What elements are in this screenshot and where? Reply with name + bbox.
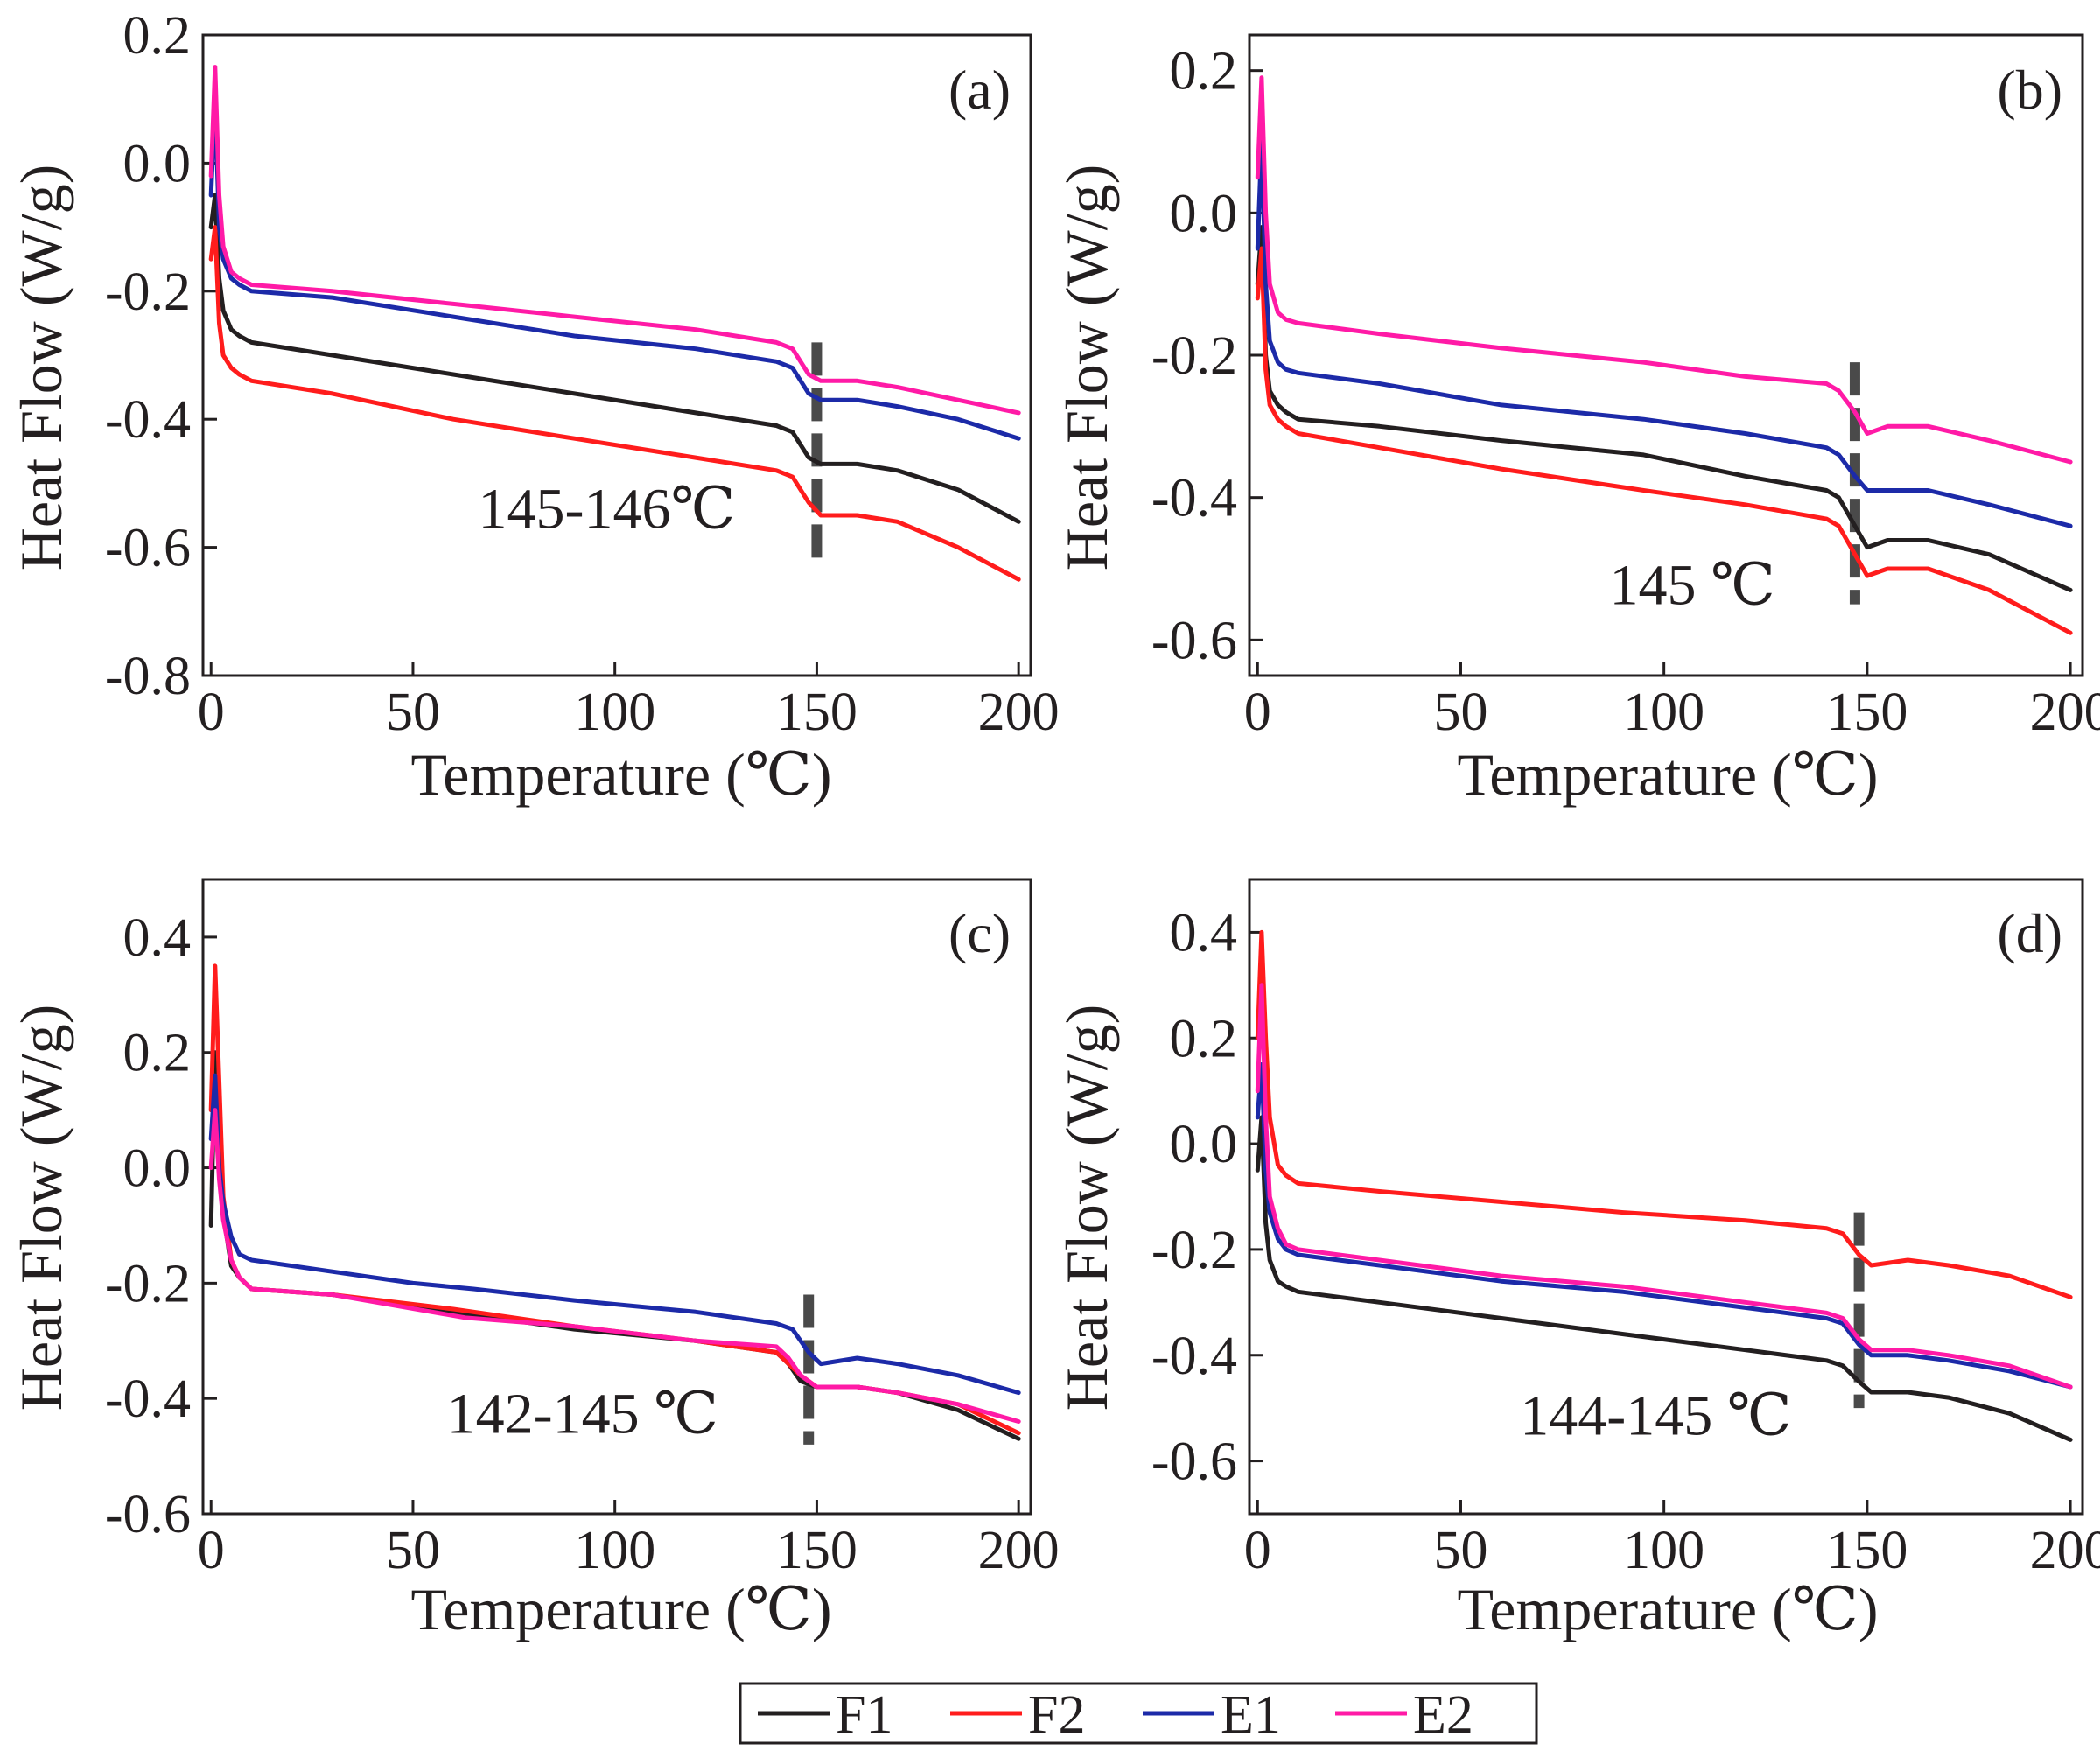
panel-b-xtick-label: 0 (1244, 682, 1271, 742)
panel-d: (d) Temperature (℃) Heat Flow (W/g) 0 50 1… (1054, 878, 2100, 1642)
panel-b-xtick-label: 150 (1826, 682, 1908, 742)
panel-a-series-e1 (208, 96, 1021, 441)
panel-d-ytick-label: 0.0 (1170, 1115, 1238, 1174)
panel-d-xtick-label: 100 (1623, 1521, 1704, 1580)
panel-b-xtick-label: 100 (1623, 682, 1704, 742)
panel-c-ytick-label: 0.2 (123, 1024, 192, 1083)
panel-d-ytick-label: -0.4 (1152, 1326, 1237, 1386)
panel-b-series-f2 (1255, 246, 2073, 635)
panel-b-ytick-label: -0.4 (1152, 469, 1237, 528)
panel-a-ytick-label: -0.6 (105, 519, 191, 578)
legend-label-f2: F2 (1028, 1685, 1085, 1745)
panel-d-ytick-label: -0.2 (1152, 1221, 1237, 1280)
panel-a-label: (a) (948, 59, 1011, 121)
panel-a-xtick-label: 0 (198, 682, 225, 742)
panel-a-ytick-label: 0.0 (123, 134, 192, 193)
panel-d-xtick-label: 0 (1244, 1521, 1271, 1580)
panel-d-label: (d) (1997, 902, 2062, 964)
panel-d-ylabel: Heat Flow (W/g) (1054, 1004, 1120, 1411)
panel-c-ytick-label: 0.0 (123, 1139, 192, 1199)
panel-a-annotation: 145-146℃ (479, 478, 736, 542)
panel-b-xtick-label: 200 (2030, 682, 2100, 742)
panel-c-xlabel: Temperature (℃) (411, 1576, 832, 1642)
legend-label-f1: F1 (836, 1685, 892, 1745)
panel-b-annotation: 145 ℃ (1610, 554, 1775, 618)
panel-c-xtick-label: 50 (386, 1521, 440, 1580)
panel-b: (b) Temperature (℃) Heat Flow (W/g) 0 50 1… (1054, 33, 2100, 808)
panel-a-ytick-label: 0.2 (123, 6, 192, 66)
panel-c-xtick-label: 150 (776, 1521, 858, 1580)
panel-a-xtick-label: 100 (574, 682, 655, 742)
panel-a-series-e2 (208, 65, 1021, 416)
panel-d-series-f2 (1255, 929, 2073, 1299)
panel-b-label: (b) (1997, 59, 2062, 121)
panel-d-series-f1 (1255, 1115, 2073, 1442)
panel-a-xtick-label: 200 (978, 682, 1060, 742)
panel-d-xlabel: Temperature (℃) (1458, 1576, 1879, 1642)
legend-label-e2: E2 (1413, 1685, 1474, 1745)
panel-a-xtick-label: 50 (386, 682, 440, 742)
panel-c: (c) Temperature (℃) Heat Flow (W/g) 0 50 1… (8, 878, 1060, 1642)
panel-b-ytick-label: -0.2 (1152, 326, 1237, 386)
panel-d-xtick-label: 150 (1826, 1521, 1908, 1580)
panel-b-ytick-label: 0.2 (1170, 42, 1238, 102)
panel-b-ytick-label: -0.6 (1152, 611, 1237, 670)
panel-b-xlabel: Temperature (℃) (1458, 741, 1879, 808)
panel-d-ytick-label: 0.2 (1170, 1009, 1238, 1068)
panel-d-ytick-label: -0.6 (1152, 1432, 1237, 1492)
legend: F1 F2 E1 E2 (738, 1682, 1538, 1745)
panel-a-ytick-label: -0.2 (105, 262, 191, 322)
panel-c-plot-frame (201, 878, 1032, 1516)
panel-c-ytick-label: 0.4 (123, 908, 192, 968)
panel-a-ytick-label: -0.8 (105, 647, 191, 706)
panel-a-plot-frame (201, 33, 1032, 677)
panel-a-series-f2 (208, 225, 1021, 582)
panel-c-ylabel: Heat Flow (W/g) (8, 1004, 74, 1411)
panel-d-series-e2 (1255, 983, 2073, 1390)
panel-b-series-e1 (1255, 139, 2073, 528)
panel-c-series-e2 (208, 1108, 1021, 1424)
panel-b-series-e2 (1255, 75, 2073, 465)
panel-d-annotation: 144-145 ℃ (1520, 1383, 1791, 1447)
panel-c-series-e1 (208, 1073, 1021, 1396)
panel-c-series-f1 (208, 1050, 1021, 1441)
panel-a: (a) Temperature (℃) Heat Flow (W/g) 0 50 1… (8, 6, 1060, 808)
legend-label-e1: E1 (1221, 1685, 1281, 1745)
panel-d-series-e1 (1255, 1062, 2073, 1390)
panel-c-annotation: 142-145 ℃ (447, 1382, 718, 1446)
panel-d-plot-frame (1248, 878, 2084, 1516)
panel-d-xtick-label: 50 (1433, 1521, 1488, 1580)
panel-b-xtick-label: 50 (1433, 682, 1488, 742)
panel-c-xtick-label: 100 (574, 1521, 655, 1580)
panel-a-xlabel: Temperature (℃) (411, 741, 832, 808)
panel-a-xtick-label: 150 (776, 682, 858, 742)
panel-d-ytick-label: 0.4 (1170, 903, 1238, 962)
panel-c-ytick-label: -0.2 (105, 1254, 191, 1313)
panel-c-ytick-label: -0.6 (105, 1485, 191, 1544)
panel-b-series-f1 (1255, 225, 2073, 592)
panel-a-series-f1 (208, 192, 1021, 524)
panel-c-ytick-label: -0.4 (105, 1369, 191, 1429)
panel-d-xtick-label: 200 (2030, 1521, 2100, 1580)
panel-c-label: (c) (948, 902, 1011, 964)
panel-a-ylabel: Heat Flow (W/g) (8, 164, 74, 571)
panel-b-ytick-label: 0.0 (1170, 184, 1238, 243)
panel-a-ytick-label: -0.4 (105, 390, 191, 450)
panel-c-xtick-label: 0 (198, 1521, 225, 1580)
panel-c-xtick-label: 200 (978, 1521, 1060, 1580)
panel-b-ylabel: Heat Flow (W/g) (1054, 164, 1120, 571)
